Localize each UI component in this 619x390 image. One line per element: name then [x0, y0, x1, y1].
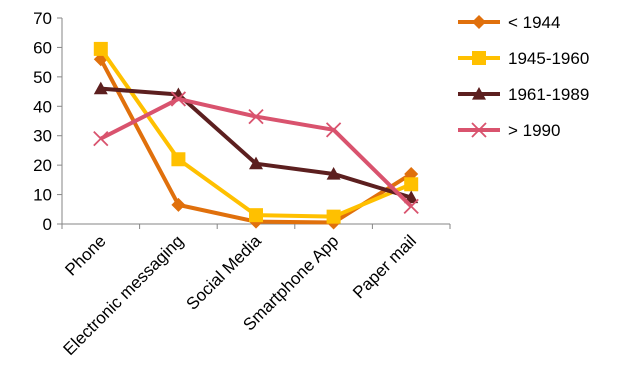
data-point — [93, 41, 108, 56]
legend-marker — [472, 15, 486, 29]
y-tick-label: 20 — [33, 156, 52, 175]
y-tick-label: 50 — [33, 68, 52, 87]
y-tick-label: 70 — [33, 9, 52, 28]
series-line — [99, 58, 413, 225]
data-point — [326, 166, 341, 180]
series-line — [99, 96, 413, 208]
legend-entry: 1945-1960 — [458, 49, 589, 68]
legend-label: < 1944 — [508, 13, 560, 32]
x-tick-label: Paper mail — [349, 231, 420, 302]
data-point — [404, 190, 419, 204]
x-tick-label: Social Media — [183, 231, 266, 314]
series-2 — [93, 41, 419, 224]
data-point — [171, 87, 186, 101]
y-tick-label: 40 — [33, 97, 52, 116]
x-tick-label: Phone — [61, 231, 109, 279]
y-axis-ticks: 0 10 20 30 40 50 60 70 — [33, 9, 62, 234]
legend-label: > 1990 — [508, 121, 560, 140]
series-line — [99, 47, 412, 219]
data-point — [404, 177, 419, 192]
legend-marker — [472, 51, 486, 65]
legend-marker — [471, 122, 487, 138]
data-point — [249, 156, 263, 170]
legend-label: 1961-1989 — [508, 85, 589, 104]
legend-entry: 1961-1989 — [458, 85, 589, 104]
data-point — [248, 108, 264, 125]
data-point — [325, 122, 342, 138]
y-tick-label: 10 — [33, 186, 52, 205]
legend-marker — [472, 87, 486, 100]
data-point — [403, 198, 419, 214]
data-point — [171, 152, 186, 167]
data-point — [93, 81, 108, 95]
data-point — [249, 208, 263, 223]
data-point — [93, 131, 109, 147]
series-3 — [93, 81, 419, 204]
legend-entry: > 1990 — [458, 121, 560, 140]
data-point — [170, 91, 187, 107]
data-point — [171, 197, 186, 212]
series-layer — [93, 41, 419, 230]
legend-entry: < 1944 — [458, 13, 560, 32]
series-4 — [93, 91, 419, 214]
legend: < 1944 1945-1960 1961-1989 > 1990 — [458, 13, 589, 140]
data-point — [326, 209, 341, 224]
y-tick-label: 0 — [43, 215, 52, 234]
legend-label: 1945-1960 — [508, 49, 589, 68]
y-tick-label: 30 — [33, 127, 52, 146]
y-tick-label: 60 — [33, 38, 52, 57]
